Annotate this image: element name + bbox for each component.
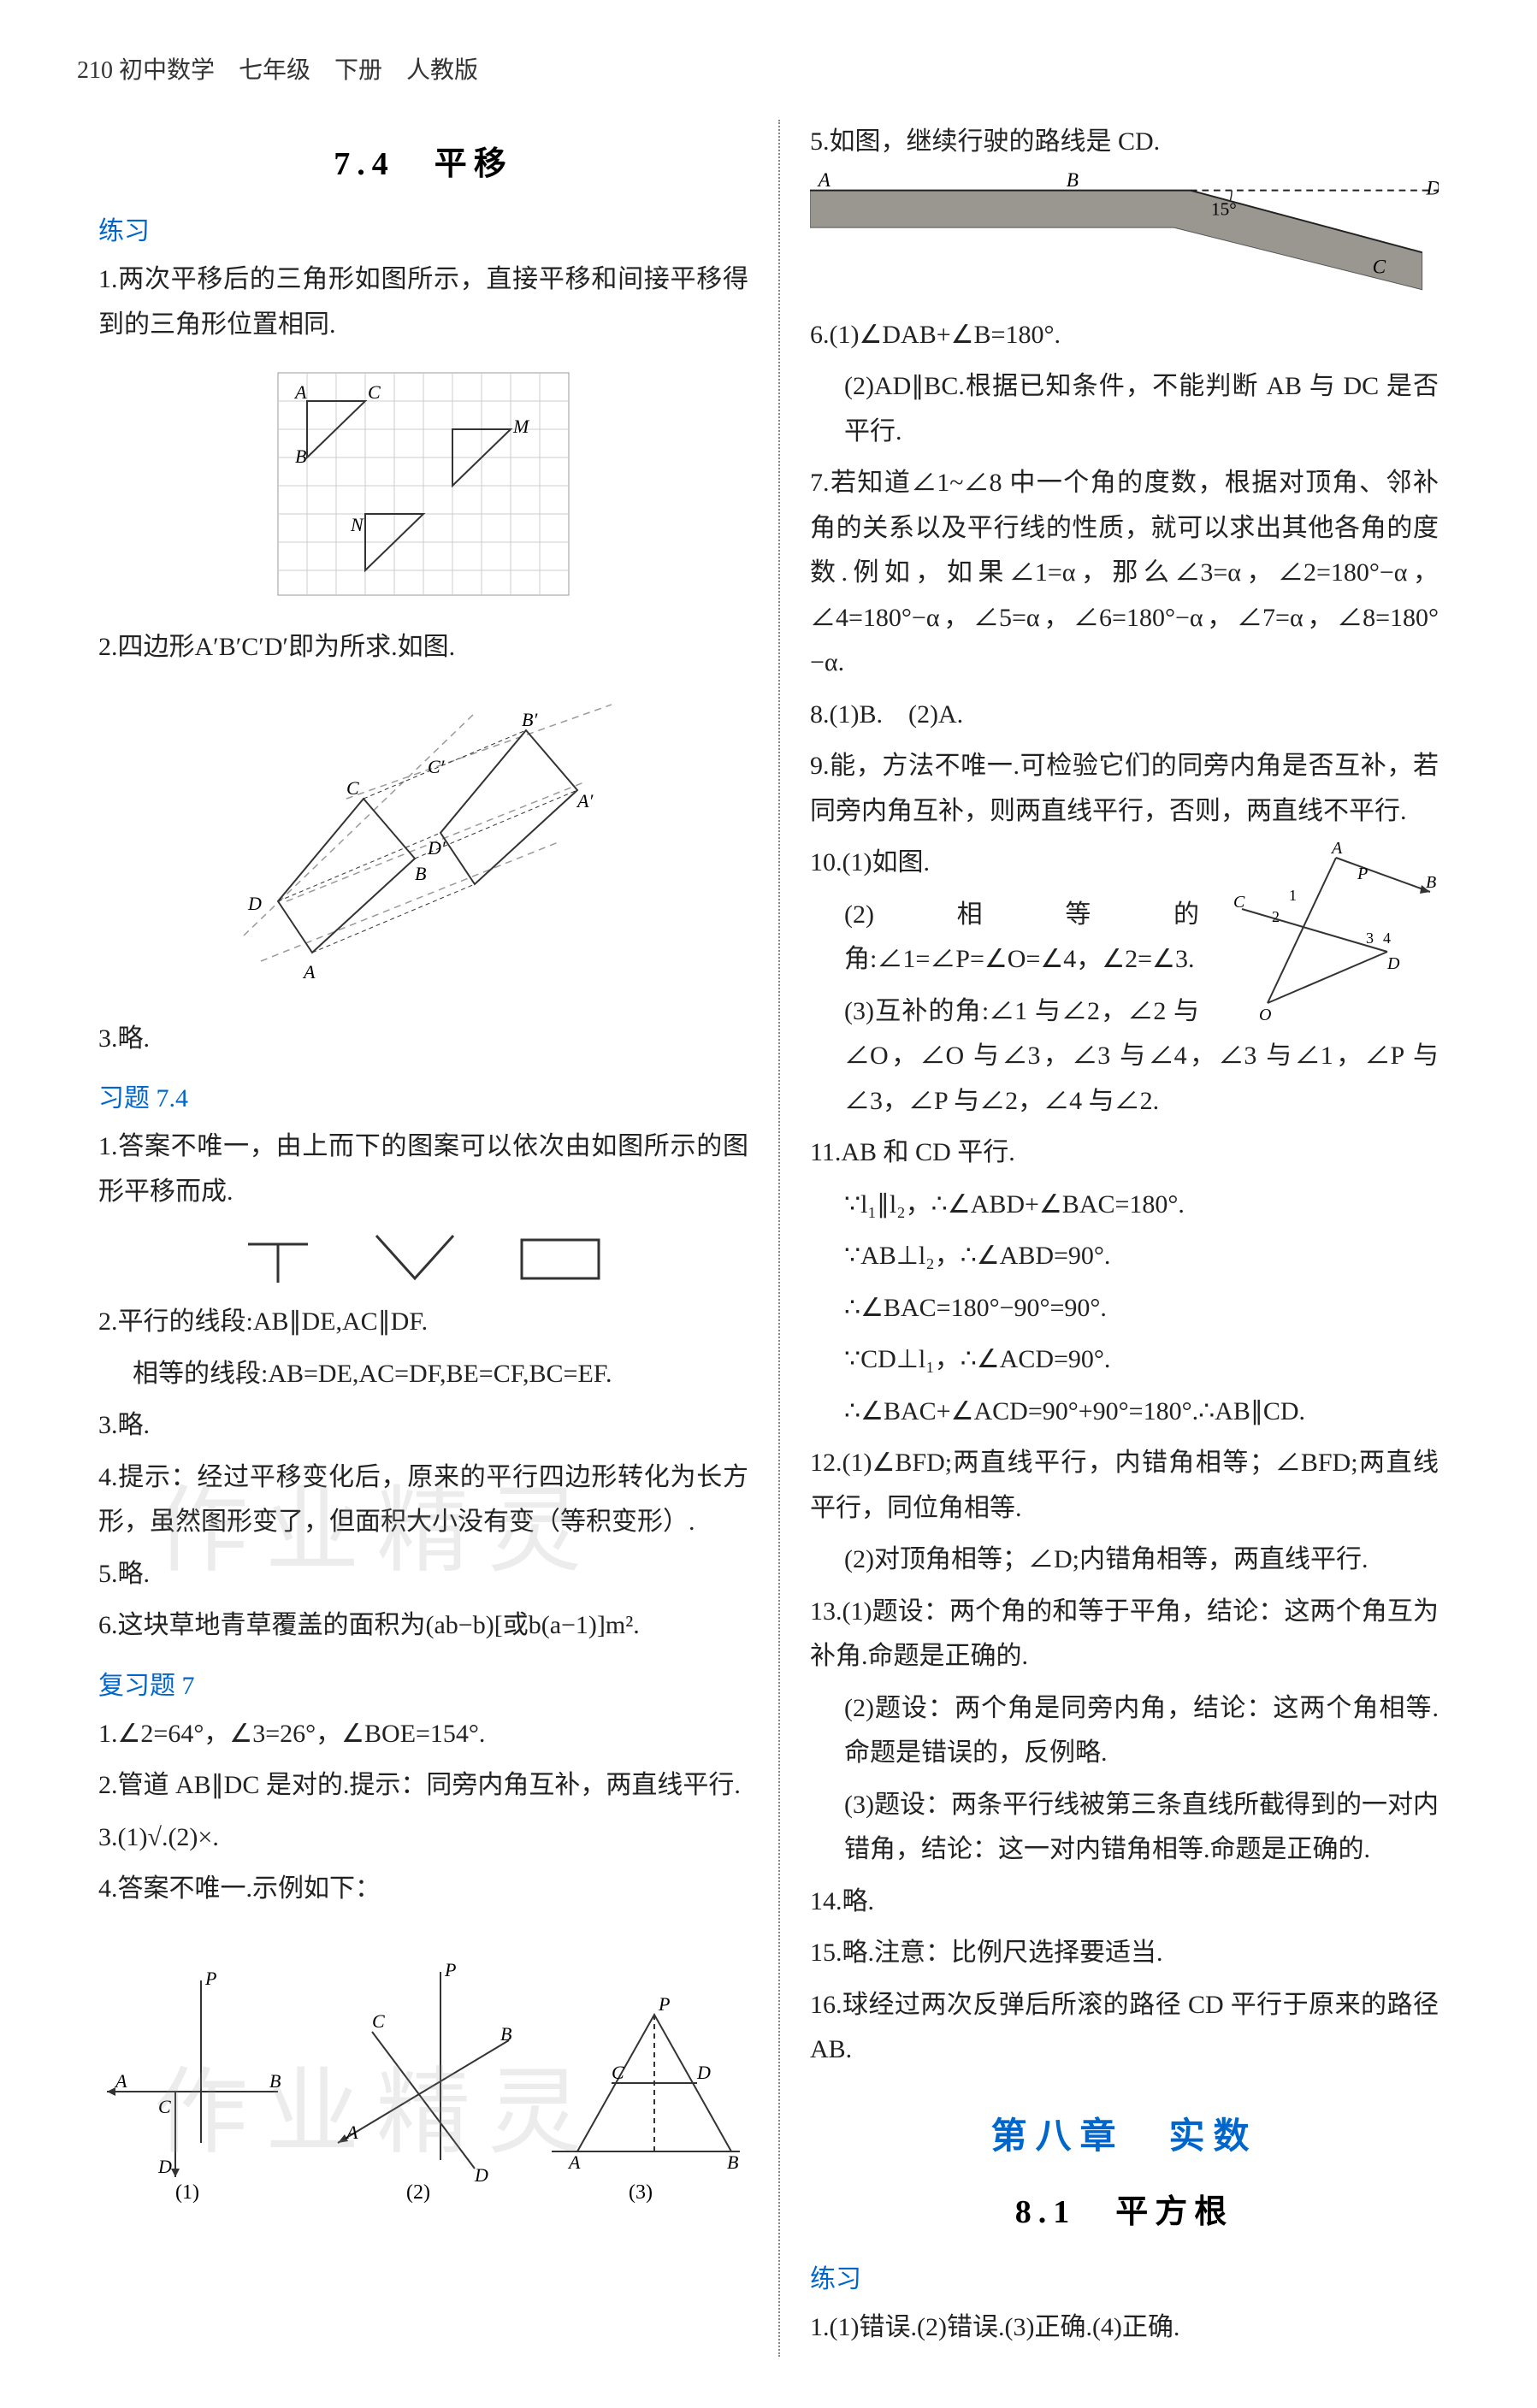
- f4: 4.答案不唯一.示例如下：: [98, 1867, 748, 1912]
- svg-text:A′: A′: [576, 790, 594, 812]
- xiti-7-4: 习题 7.4: [98, 1077, 748, 1114]
- left-column: 7.4 平移 练习 1.两次平移后的三角形如图所示，直接平移和间接平移得到的三角…: [77, 120, 770, 2357]
- r-q13a: 13.(1)题设：两个角的和等于平角，结论：这两个角互为补角.命题是正确的.: [810, 1590, 1439, 1679]
- svg-text:A: A: [114, 2070, 127, 2092]
- content-columns: 7.4 平移 练习 1.两次平移后的三角形如图所示，直接平移和间接平移得到的三角…: [77, 120, 1460, 2357]
- r-q13b: (2)题设：两个角是同旁内角，结论：这两个角相等.命题是错误的，反例略.: [810, 1686, 1439, 1776]
- svg-text:C: C: [1373, 256, 1386, 278]
- svg-text:A: A: [293, 381, 307, 403]
- svg-text:C: C: [372, 2010, 385, 2032]
- r-q12a: 12.(1)∠BFD;两直线平行，内错角相等；∠BFD;两直线平行，同位角相等.: [810, 1441, 1439, 1531]
- examples-row: A B C D P (1) A B C D P: [98, 1929, 748, 2207]
- r-q8: 8.(1)B. (2)A.: [810, 693, 1439, 738]
- svg-text:C: C: [158, 2096, 171, 2117]
- svg-text:A: A: [1330, 841, 1343, 858]
- svg-text:B: B: [1426, 873, 1436, 892]
- r-q6b: (2)AD∥BC.根据已知条件，不能判断 AB 与 DC 是否平行.: [810, 364, 1439, 454]
- svg-text:2: 2: [1272, 908, 1280, 925]
- r-q9: 9.能，方法不唯一.可检验它们的同旁内角是否互补，若同旁内角互补，则两直线平行，…: [810, 744, 1439, 834]
- r-q13c: (3)题设：两条平行线被第三条直线所截得到的一对内错角，结论：这一对内错角相等.…: [810, 1783, 1439, 1873]
- x5: 5.略.: [98, 1552, 748, 1597]
- f3: 3.(1)√.(2)×.: [98, 1815, 748, 1861]
- svg-text:N: N: [350, 514, 364, 535]
- svg-text:B: B: [727, 2151, 738, 2173]
- svg-text:B: B: [269, 2070, 281, 2092]
- svg-text:C′: C′: [428, 756, 446, 777]
- svg-text:D: D: [1425, 177, 1439, 199]
- svg-text:A: A: [817, 172, 831, 192]
- svg-text:C: C: [368, 381, 381, 403]
- svg-text:P: P: [658, 1993, 670, 2015]
- r-q11a: 11.AB 和 CD 平行.: [810, 1130, 1439, 1176]
- svg-text:M: M: [512, 416, 530, 437]
- svg-text:(3): (3): [629, 2181, 653, 2203]
- svg-text:3: 3: [1366, 930, 1374, 947]
- r-q15: 15.略.注意：比例尺选择要适当.: [810, 1931, 1439, 1976]
- x3: 3.略.: [98, 1403, 748, 1449]
- r-q11e: ∵CD⊥l₁，∴∠ACD=90°.: [810, 1337, 1439, 1383]
- svg-text:D: D: [157, 2156, 172, 2177]
- svg-text:B′: B′: [522, 709, 538, 730]
- q1: 1.两次平移后的三角形如图所示，直接平移和间接平移得到的三角形位置相同.: [98, 257, 748, 347]
- r-q12b: (2)对顶角相等；∠D;内错角相等，两直线平行.: [810, 1537, 1439, 1583]
- q3: 3.略.: [98, 1017, 748, 1062]
- r-q11d: ∴∠BAC=180°−90°=90°.: [810, 1286, 1439, 1331]
- r-q11b: ∵l₁∥l₂，∴∠ABD+∠BAC=180°.: [810, 1183, 1439, 1228]
- section-7-4-title: 7.4 平移: [98, 137, 748, 184]
- q2: 2.四边形A′B′C′D′即为所求.如图.: [98, 625, 748, 670]
- right-column: 5.如图，继续行驶的路线是 CD. A B C D 15° 6.(1)∠DAB+…: [789, 120, 1460, 2357]
- lianxi-heading: 练习: [98, 210, 748, 247]
- svg-text:P: P: [444, 1959, 456, 1980]
- r-q7: 7.若知道∠1~∠8 中一个角的度数，根据对顶角、邻补角的关系以及平行线的性质，…: [810, 461, 1439, 686]
- svg-text:(2): (2): [406, 2181, 430, 2203]
- column-divider: [778, 120, 780, 2357]
- svg-text:4: 4: [1383, 930, 1391, 947]
- r-q16: 16.球经过两次反弹后所滚的路径 CD 平行于原来的路径 AB.: [810, 1983, 1439, 2073]
- svg-text:P: P: [1357, 865, 1368, 883]
- x1: 1.答案不唯一，由上而下的图案可以依次由如图所示的图形平移而成.: [98, 1124, 748, 1214]
- chapter-8-title: 第八章 实数: [810, 2107, 1439, 2159]
- r-q11f: ∴∠BAC+∠ACD=90°+90°=180°.∴AB∥CD.: [810, 1390, 1439, 1435]
- svg-text:D′: D′: [427, 837, 446, 859]
- svg-text:A: A: [302, 961, 316, 983]
- parallelogram-diagram: A D C B A′ D′ C′ B′: [98, 688, 748, 1000]
- section-8-1-title: 8.1 平方根: [810, 2185, 1439, 2232]
- x2b: 相等的线段:AB=DE,AC=DF,BE=CF,BC=EF.: [98, 1352, 748, 1397]
- f2: 2.管道 AB∥DC 是对的.提示：同旁内角互补，两直线平行.: [98, 1763, 748, 1809]
- x6: 6.这块草地青草覆盖的面积为(ab−b)[或b(a−1)]m².: [98, 1603, 748, 1649]
- lianxi8: 练习: [810, 2258, 1439, 2295]
- shape-row: [98, 1227, 748, 1287]
- svg-text:B: B: [415, 863, 426, 884]
- grid-diagram: A C B M N: [98, 364, 748, 608]
- r8-1: 1.(1)错误.(2)错误.(3)正确.(4)正确.: [810, 2305, 1439, 2351]
- svg-text:P: P: [204, 1968, 216, 1989]
- svg-text:D: D: [696, 2062, 711, 2083]
- svg-text:C: C: [612, 2062, 624, 2083]
- svg-text:B: B: [295, 446, 306, 467]
- svg-text:D: D: [474, 2164, 488, 2186]
- svg-text:C: C: [1233, 893, 1245, 912]
- r-q5: 5.如图，继续行驶的路线是 CD.: [810, 120, 1439, 165]
- x2a: 2.平行的线段:AB∥DE,AC∥DF.: [98, 1300, 748, 1345]
- r-q11c: ∵AB⊥l₂，∴∠ABD=90°.: [810, 1234, 1439, 1279]
- svg-text:(1): (1): [175, 2181, 199, 2203]
- svg-text:A: A: [567, 2151, 581, 2173]
- svg-text:D: D: [247, 893, 262, 914]
- svg-text:B: B: [500, 2023, 511, 2045]
- svg-text:15°: 15°: [1211, 198, 1237, 219]
- f1: 1.∠2=64°，∠3=26°，∠BOE=154°.: [98, 1712, 748, 1757]
- road-diagram: A B C D 15°: [810, 172, 1439, 292]
- svg-text:O: O: [1259, 1006, 1271, 1024]
- q10-diagram: A B C D O P 1 2 3 4: [1216, 841, 1439, 1029]
- svg-text:D: D: [1386, 954, 1400, 973]
- svg-text:A: A: [345, 2122, 358, 2143]
- svg-text:B: B: [1067, 172, 1079, 192]
- svg-text:1: 1: [1289, 887, 1297, 904]
- page-header: 210 初中数学 七年级 下册 人教版: [77, 51, 1460, 86]
- fuxiti-7: 复习题 7: [98, 1664, 748, 1702]
- x4: 4.提示：经过平移变化后，原来的平行四边形转化为长方形，虽然图形变了，但面积大小…: [98, 1455, 748, 1545]
- r-q6a: 6.(1)∠DAB+∠B=180°.: [810, 313, 1439, 358]
- r-q14: 14.略.: [810, 1880, 1439, 1925]
- svg-text:C: C: [346, 777, 359, 799]
